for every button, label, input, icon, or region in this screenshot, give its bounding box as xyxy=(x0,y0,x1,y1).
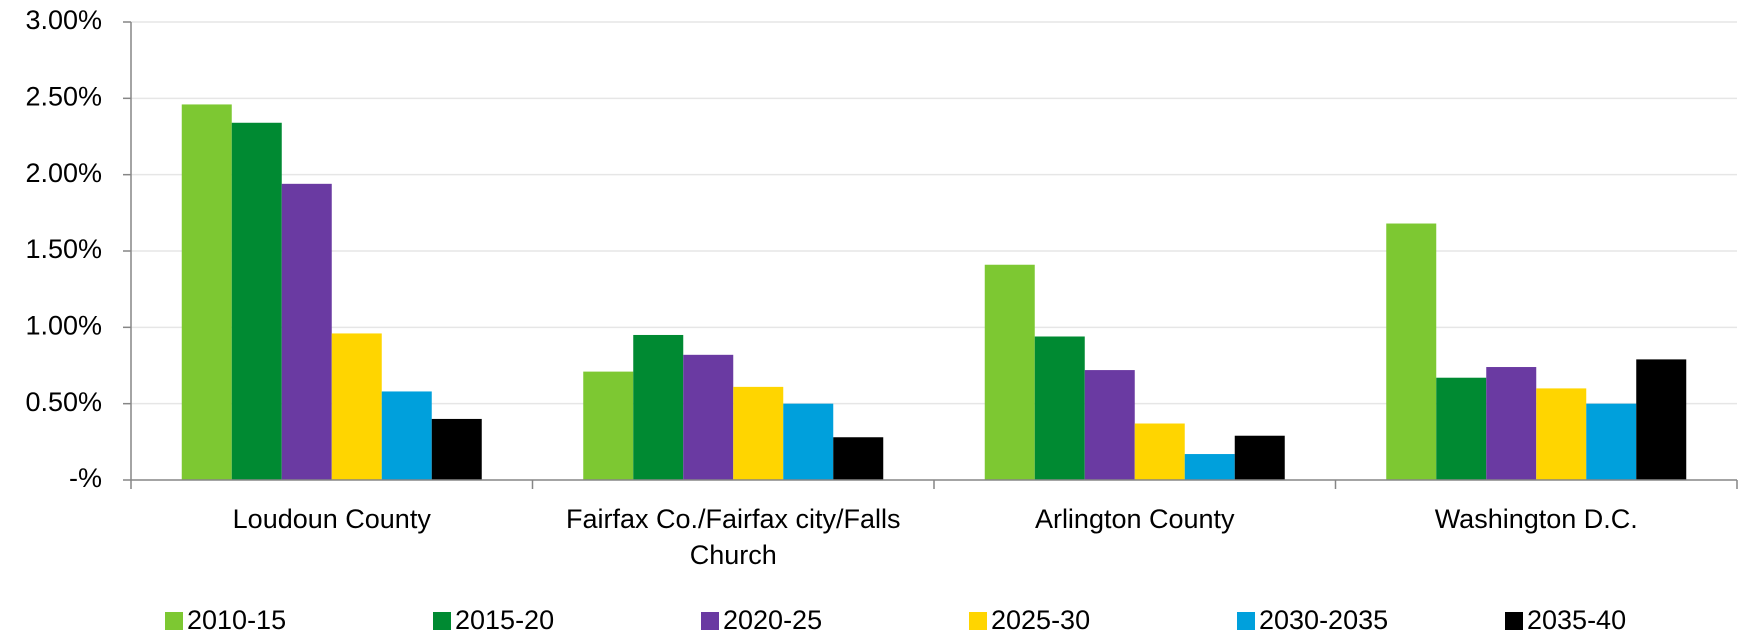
bar xyxy=(733,386,784,480)
bar xyxy=(833,437,884,480)
bar xyxy=(1234,435,1285,480)
bar xyxy=(1436,377,1487,480)
y-tick-label: 3.00% xyxy=(25,5,102,35)
legend-label: 2030-2035 xyxy=(1259,605,1388,635)
bar xyxy=(1636,359,1687,480)
bar xyxy=(1536,388,1587,480)
bar xyxy=(431,418,482,480)
y-tick-label: 2.00% xyxy=(25,158,102,188)
bar xyxy=(633,334,684,480)
legend-swatch xyxy=(433,612,451,630)
y-tick-label: 1.00% xyxy=(25,310,102,340)
y-tick-label: 2.50% xyxy=(25,81,102,111)
x-tick-label: Fairfax Co./Fairfax city/Falls Church xyxy=(565,504,901,570)
bar xyxy=(1034,336,1085,480)
bar xyxy=(1486,367,1537,480)
legend-swatch xyxy=(165,612,183,630)
legend-label: 2020-25 xyxy=(723,605,822,635)
bar xyxy=(583,371,634,480)
bar xyxy=(281,183,332,480)
bar xyxy=(1084,370,1135,480)
y-tick-label: 1.50% xyxy=(25,234,102,264)
y-tick-label: -% xyxy=(69,463,102,493)
bar xyxy=(381,391,432,480)
legend-swatch xyxy=(1237,612,1255,630)
x-tick-label: Loudoun County xyxy=(232,504,431,534)
legend-label: 2025-30 xyxy=(991,605,1090,635)
bar xyxy=(181,104,232,480)
bar xyxy=(984,264,1035,480)
legend-label: 2010-15 xyxy=(187,605,286,635)
legend-label: 2015-20 xyxy=(455,605,554,635)
legend-swatch xyxy=(969,612,987,630)
x-tick-label: Washington D.C. xyxy=(1434,504,1638,534)
bar xyxy=(231,122,282,480)
legend-swatch xyxy=(701,612,719,630)
bar xyxy=(1586,403,1637,480)
y-tick-label: 0.50% xyxy=(25,387,102,417)
bar xyxy=(1184,454,1235,480)
bar xyxy=(1386,223,1437,480)
bar xyxy=(783,403,834,480)
bar xyxy=(683,354,734,480)
x-tick-label: Arlington County xyxy=(1034,504,1235,534)
bar xyxy=(1134,423,1185,480)
legend-swatch xyxy=(1505,612,1523,630)
bar xyxy=(331,333,382,480)
legend-label: 2035-40 xyxy=(1527,605,1626,635)
